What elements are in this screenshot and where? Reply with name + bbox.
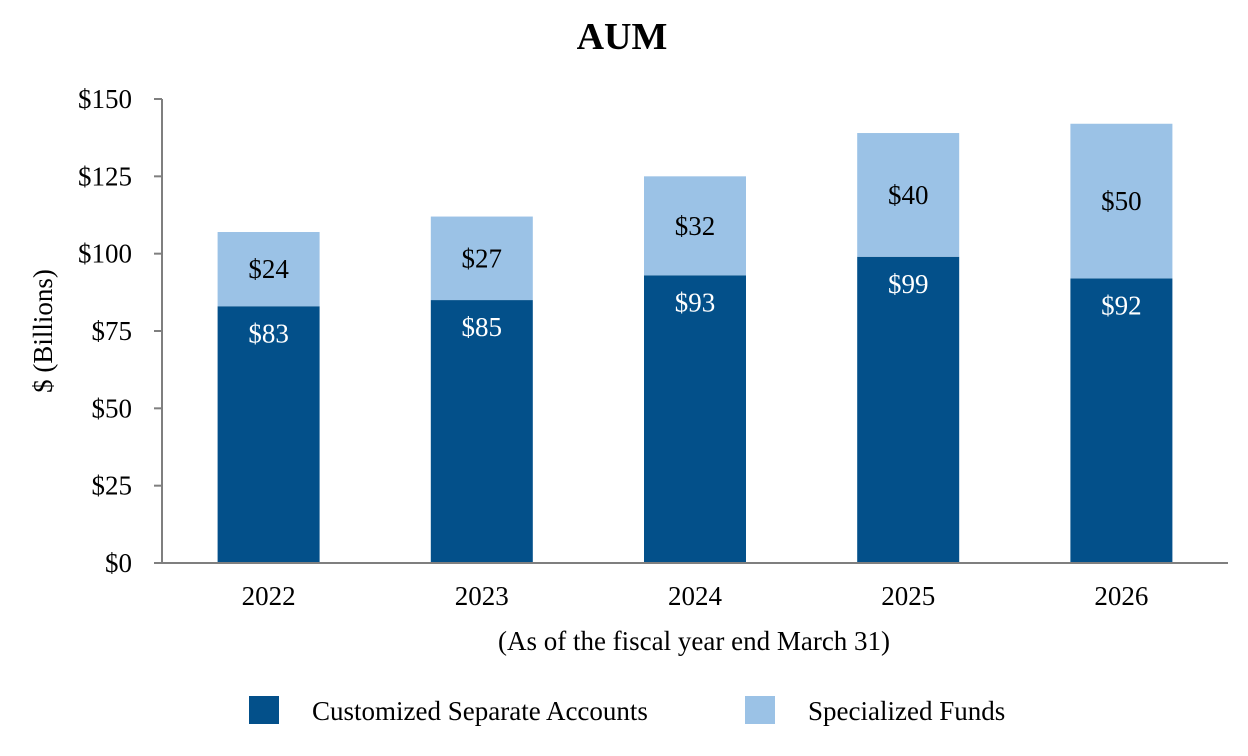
- x-tick-label: 2026: [1094, 581, 1148, 611]
- bar-segment-specialized-funds-2026: [1070, 123, 1173, 279]
- legend-swatch: [745, 696, 775, 724]
- bar-segment-customized-separate-accounts-2024: [644, 275, 746, 563]
- bar-segment-specialized-funds-2024: [644, 176, 746, 276]
- data-label: $93: [675, 287, 716, 317]
- y-axis-title: $ (Billions): [28, 269, 58, 393]
- bars: $83 $24 $85 $27 $93 $32 $99 $40 $92 $50: [217, 123, 1173, 563]
- bar-segment-customized-separate-accounts-2026: [1070, 278, 1173, 563]
- bar-segment-customized-separate-accounts-2022: [217, 306, 320, 563]
- x-tick-label: 2023: [455, 581, 509, 611]
- data-label: $27: [462, 243, 503, 273]
- y-tick-label: $75: [92, 316, 133, 346]
- data-label: $40: [888, 180, 929, 210]
- y-tick-label: $25: [92, 471, 133, 501]
- y-tick-label: $100: [78, 239, 132, 269]
- y-axis-ticks: $0 $25 $50 $75 $100 $125 $150: [78, 84, 162, 578]
- x-tick-label: 2022: [242, 581, 296, 611]
- data-label: $32: [675, 211, 716, 241]
- data-label: $83: [248, 318, 289, 348]
- x-tick-label: 2025: [881, 581, 935, 611]
- x-axis-ticks: 2022 2023 2024 2025 2026: [242, 581, 1149, 611]
- y-tick-label: $150: [78, 84, 132, 114]
- axes: [161, 99, 1228, 564]
- bar-segment-specialized-funds-2022: [217, 232, 320, 307]
- data-label: $99: [888, 269, 929, 299]
- bar-segment-customized-separate-accounts-2025: [857, 256, 960, 563]
- data-label: $85: [462, 312, 503, 342]
- legend-swatch: [249, 696, 279, 724]
- x-tick-label: 2024: [668, 581, 723, 611]
- y-tick-label: $50: [92, 393, 133, 423]
- bar-segment-specialized-funds-2023: [430, 216, 533, 301]
- x-axis-title: (As of the fiscal year end March 31): [498, 626, 890, 656]
- data-label: $50: [1101, 186, 1142, 216]
- y-tick-label: $125: [78, 161, 132, 191]
- legend-label: Specialized Funds: [808, 696, 1005, 726]
- data-label: $92: [1101, 290, 1142, 320]
- chart-title: AUM: [577, 16, 668, 58]
- y-tick-label: $0: [105, 548, 132, 578]
- bar-segment-customized-separate-accounts-2023: [430, 300, 533, 563]
- data-label: $24: [248, 254, 289, 284]
- bar-segment-specialized-funds-2025: [857, 133, 960, 257]
- legend-label: Customized Separate Accounts: [312, 696, 648, 726]
- legend: Customized Separate Accounts Specialized …: [249, 696, 1005, 726]
